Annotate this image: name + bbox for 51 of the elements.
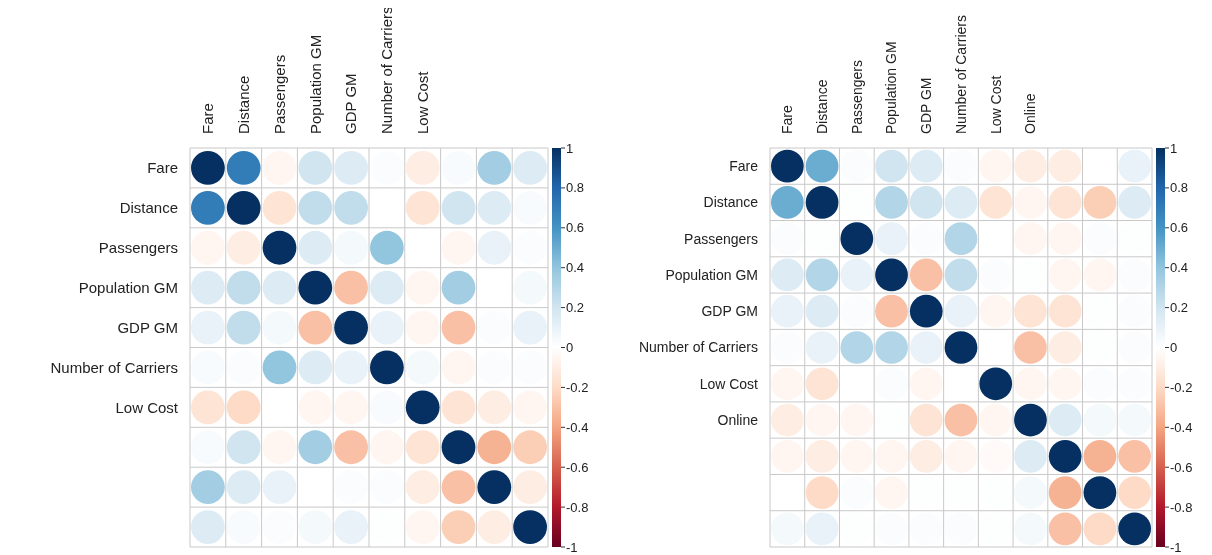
color-bar-label: 0.6 (1170, 220, 1189, 236)
color-bar-label: 0.8 (566, 180, 585, 196)
y-tick-label: Passengers (684, 230, 758, 247)
color-bar-label: 0 (1170, 340, 1178, 356)
y-tick-label: Low Cost (699, 375, 759, 392)
x-tick-label: Low Cost (413, 70, 431, 134)
y-tick-label: Number of Carriers (50, 358, 178, 376)
x-tick-label: Online (1022, 93, 1039, 134)
x-tick-label: Population GM (883, 41, 900, 134)
x-tick-label: Population GM (306, 34, 324, 134)
color-bar-label: -0.2 (1170, 379, 1193, 395)
y-tick-label: Fare (729, 158, 759, 175)
color-bar-label: 0.2 (566, 300, 585, 316)
color-bar-label: 0.4 (1170, 260, 1189, 276)
y-tick-label: GDP GM (117, 318, 178, 336)
color-bar-label: 0.8 (1170, 180, 1189, 196)
color-bar-label: -1 (1170, 539, 1182, 555)
y-tick-label: Online (717, 411, 759, 428)
color-bar-label: 0.6 (566, 220, 585, 236)
color-bar-label: -0.8 (1170, 499, 1193, 515)
color-bar-label: -1 (566, 539, 578, 555)
color-bar-label: 1 (1170, 140, 1178, 156)
color-bar-label: 0.4 (566, 260, 585, 276)
y-tick-label: Number of Carriers (638, 339, 758, 356)
x-tick-label: Fare (199, 103, 217, 134)
x-tick-label: Passengers (270, 54, 288, 134)
y-tick-label: Fare (147, 159, 178, 177)
y-tick-label: Population GM (665, 266, 758, 283)
color-bar-label: 1 (566, 140, 574, 156)
y-tick-label: Passengers (98, 239, 178, 256)
y-tick-label: GDP GM (701, 303, 758, 320)
color-bar-label: -0.4 (1170, 419, 1193, 435)
x-tick-label: Number of Carriers (952, 14, 969, 134)
x-tick-label: GDP GM (918, 77, 935, 134)
color-bar-label: 0.2 (1170, 300, 1189, 316)
color-bar-label: -0.8 (566, 499, 589, 515)
color-bar-label: -0.2 (566, 379, 589, 395)
y-tick-label: Distance (703, 194, 759, 211)
x-tick-label: Passengers (848, 60, 865, 134)
color-bar-label: -0.6 (1170, 459, 1193, 475)
color-bar-label: -0.4 (566, 419, 589, 435)
x-tick-label: GDP GM (342, 73, 360, 134)
y-tick-label: Population GM (78, 278, 178, 296)
color-bar-label: 0 (566, 340, 574, 356)
color-bar-label: -0.6 (566, 459, 589, 475)
x-tick-label: Distance (234, 75, 252, 134)
y-tick-label: Distance (119, 199, 178, 217)
y-tick-label: Low Cost (115, 398, 179, 416)
x-tick-label: Fare (779, 105, 796, 134)
x-tick-label: Distance (813, 79, 830, 134)
x-tick-label: Low Cost (987, 75, 1004, 134)
